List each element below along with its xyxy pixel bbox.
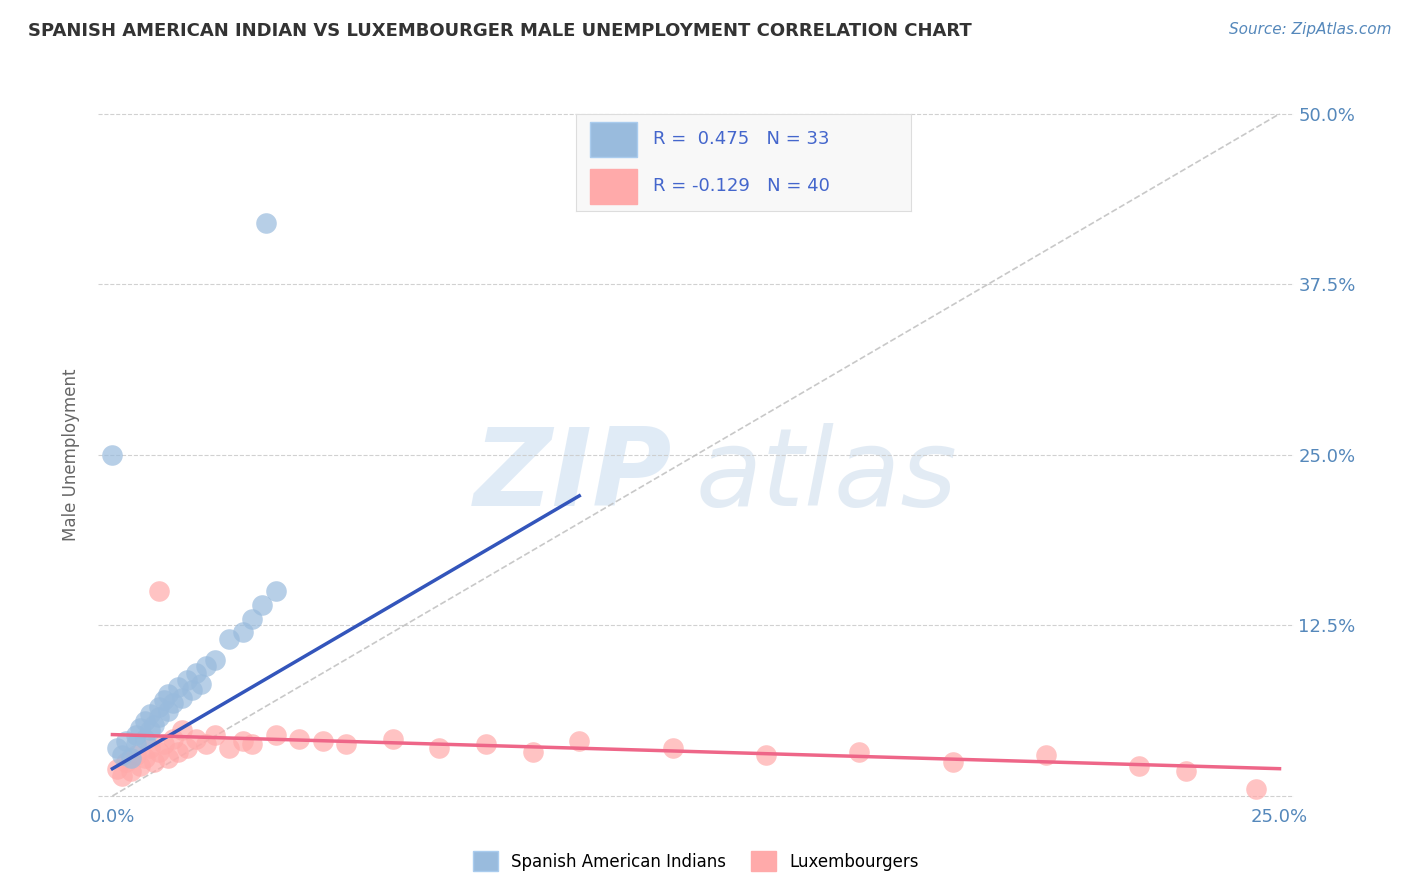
Point <box>522 745 544 759</box>
Point <box>143 718 166 732</box>
Point <box>335 737 357 751</box>
Point <box>148 710 170 724</box>
Point <box>125 747 148 762</box>
Point <box>157 751 180 765</box>
Point <box>166 680 188 694</box>
Point <box>139 707 162 722</box>
Point <box>176 673 198 687</box>
Point <box>139 723 162 738</box>
Point <box>148 700 170 714</box>
Point <box>755 747 778 762</box>
Point <box>427 741 450 756</box>
Point <box>186 666 208 681</box>
Point <box>942 755 965 769</box>
Point <box>1244 782 1267 797</box>
Point <box>101 448 124 462</box>
Point <box>111 768 134 782</box>
Point <box>166 745 188 759</box>
Point <box>1035 747 1057 762</box>
Point <box>250 598 273 612</box>
Point <box>172 723 194 738</box>
Point <box>218 741 240 756</box>
Point <box>148 745 170 759</box>
Point <box>111 747 134 762</box>
Point <box>152 693 174 707</box>
Text: ZIP: ZIP <box>474 423 672 529</box>
Text: Source: ZipAtlas.com: Source: ZipAtlas.com <box>1229 22 1392 37</box>
Point <box>157 705 180 719</box>
Point <box>204 652 226 666</box>
Point <box>139 741 162 756</box>
Point <box>172 690 194 705</box>
Point <box>232 625 254 640</box>
Point <box>176 741 198 756</box>
Point <box>152 737 174 751</box>
Text: atlas: atlas <box>696 424 957 528</box>
Point <box>162 696 184 710</box>
Point <box>1128 759 1150 773</box>
Point <box>475 737 498 751</box>
Point <box>129 759 152 773</box>
Point <box>125 737 148 751</box>
Point <box>120 764 142 779</box>
Point <box>661 741 683 756</box>
Point <box>120 751 142 765</box>
Point <box>204 728 226 742</box>
Point <box>105 762 128 776</box>
Point <box>115 755 138 769</box>
Point <box>143 755 166 769</box>
Point <box>105 741 128 756</box>
Text: SPANISH AMERICAN INDIAN VS LUXEMBOURGER MALE UNEMPLOYMENT CORRELATION CHART: SPANISH AMERICAN INDIAN VS LUXEMBOURGER … <box>28 22 972 40</box>
Legend: Spanish American Indians, Luxembourgers: Spanish American Indians, Luxembourgers <box>467 845 925 878</box>
Point <box>311 734 333 748</box>
Point <box>180 682 202 697</box>
Point <box>186 731 208 746</box>
Point <box>129 721 152 735</box>
Point <box>256 216 278 230</box>
Point <box>242 737 264 751</box>
Point <box>218 632 240 646</box>
Point <box>232 734 254 748</box>
Point <box>381 731 404 746</box>
Point <box>134 714 156 728</box>
Point <box>125 728 148 742</box>
Point <box>568 734 591 748</box>
Point <box>148 584 170 599</box>
Point <box>848 745 870 759</box>
Point <box>1175 764 1198 779</box>
Point <box>134 751 156 765</box>
Y-axis label: Male Unemployment: Male Unemployment <box>62 368 80 541</box>
Point <box>264 728 287 742</box>
Point <box>190 677 212 691</box>
Point <box>194 659 217 673</box>
Point <box>162 731 184 746</box>
Point <box>115 734 138 748</box>
Point <box>288 731 311 746</box>
Point <box>134 731 156 746</box>
Point <box>157 687 180 701</box>
Point <box>264 584 287 599</box>
Point <box>194 737 217 751</box>
Point <box>242 612 264 626</box>
